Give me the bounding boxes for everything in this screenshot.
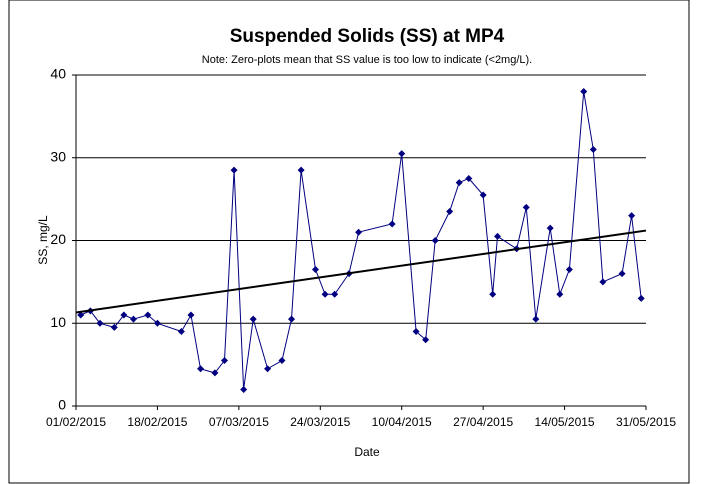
data-point (556, 290, 564, 298)
x-tick-label: 10/04/2015 (372, 415, 432, 429)
data-point (522, 203, 530, 211)
data-point (331, 290, 339, 298)
data-point (412, 328, 420, 336)
y-tick-label: 40 (50, 66, 66, 82)
x-tick-label: 07/03/2015 (209, 415, 269, 429)
y-axis-label: SS, mg/L (36, 215, 50, 265)
x-tick-label: 14/05/2015 (535, 415, 595, 429)
data-point (479, 191, 487, 199)
data-point (321, 290, 329, 298)
data-point (230, 166, 238, 174)
data-point (278, 356, 286, 364)
data-point (187, 311, 195, 319)
x-tick-label: 01/02/2015 (46, 415, 106, 429)
x-tick-label: 24/03/2015 (290, 415, 350, 429)
data-point (153, 319, 161, 327)
data-point (120, 311, 128, 319)
x-tick-label: 18/02/2015 (127, 415, 187, 429)
data-point (288, 315, 296, 323)
data-point (465, 174, 473, 182)
chart-title: Suspended Solids (SS) at MP4 (230, 26, 505, 47)
y-tick-label: 20 (50, 231, 66, 247)
data-point (220, 356, 228, 364)
data-point (455, 179, 463, 187)
x-tick-label: 31/05/2015 (616, 415, 676, 429)
data-point (422, 336, 430, 344)
data-point (96, 319, 104, 327)
x-axis-label: Date (354, 445, 380, 459)
data-point (489, 290, 497, 298)
data-point (532, 315, 540, 323)
data-point (446, 208, 454, 216)
y-tick-label: 10 (50, 314, 66, 330)
data-point (494, 232, 502, 240)
data-point (599, 278, 607, 286)
x-tick-label: 27/04/2015 (453, 415, 513, 429)
y-tick-label: 0 (58, 397, 66, 413)
data-point (129, 315, 137, 323)
data-point (110, 323, 118, 331)
data-point (144, 311, 152, 319)
data-point (618, 270, 626, 278)
data-point (546, 224, 554, 232)
data-point (431, 237, 439, 244)
trend-line (75, 229, 647, 314)
chart-subtitle: Note: Zero-plots mean that SS value is t… (202, 54, 532, 66)
chart-frame (8, 0, 690, 484)
y-tick-label: 30 (50, 148, 66, 164)
data-point (628, 212, 636, 220)
data-point (355, 228, 363, 236)
data-point (388, 220, 396, 228)
data-point (297, 166, 305, 174)
data-point (637, 294, 645, 302)
data-point (311, 265, 319, 273)
data-point (565, 265, 573, 273)
data-line (80, 91, 642, 390)
data-point (77, 311, 85, 319)
data-point (197, 365, 205, 373)
data-point (398, 150, 406, 158)
data-point (580, 88, 588, 96)
data-point (211, 369, 219, 377)
data-point (249, 315, 257, 323)
data-point (589, 145, 597, 153)
data-point (264, 365, 272, 373)
data-point (240, 385, 248, 393)
data-point (177, 328, 185, 336)
